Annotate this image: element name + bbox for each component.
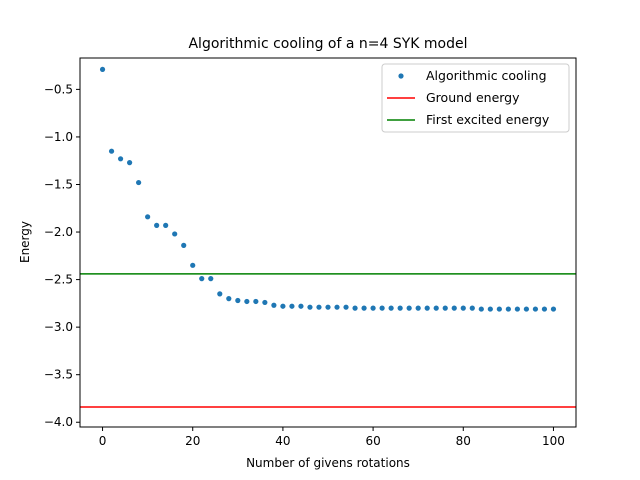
chart-title: Algorithmic cooling of a n=4 SYK model — [188, 36, 467, 52]
data-point — [442, 305, 448, 311]
data-point — [244, 298, 250, 305]
legend-label: Algorithmic cooling — [426, 68, 547, 83]
y-tick-label: −4.0 — [44, 415, 73, 429]
data-point — [361, 305, 367, 311]
y-tick-label: −2.5 — [44, 273, 73, 287]
data-point — [271, 302, 277, 308]
data-point — [136, 179, 142, 186]
x-axis-ticks: 0 20 40 60 80 100 — [99, 427, 565, 448]
data-point — [99, 66, 106, 73]
y-tick-label: −2.0 — [44, 225, 73, 239]
data-point — [172, 231, 178, 237]
data-point — [154, 222, 160, 228]
legend: Algorithmic cooling Ground energy First ex… — [381, 63, 570, 133]
x-axis-label: Number of givens rotations — [246, 456, 410, 470]
data-point — [145, 214, 151, 220]
x-tick-label: 60 — [365, 434, 380, 448]
y-tick-label: −0.5 — [44, 82, 73, 96]
legend-label: Ground energy — [426, 90, 520, 105]
data-point — [352, 305, 358, 311]
x-tick-label: 100 — [542, 434, 565, 448]
data-point — [163, 222, 169, 228]
data-point — [289, 303, 295, 309]
data-point — [424, 305, 430, 311]
data-point — [334, 304, 340, 310]
data-point — [298, 303, 304, 309]
data-point — [262, 299, 268, 306]
data-point — [379, 305, 385, 311]
data-point — [370, 305, 376, 311]
x-tick-label: 20 — [185, 434, 200, 448]
data-point — [316, 304, 322, 310]
data-point — [343, 304, 349, 310]
data-point — [415, 305, 421, 311]
data-point — [406, 305, 412, 311]
y-axis-ticks: −0.5 −1.0 −1.5 −2.0 −2.5 −3.0 −3.5 −4.0 — [44, 82, 80, 429]
data-point — [199, 276, 205, 282]
x-tick-label: 40 — [275, 434, 290, 448]
plot-area-frame — [79, 57, 577, 428]
x-tick-label: 0 — [99, 434, 107, 448]
data-point — [532, 306, 539, 312]
data-point — [208, 276, 214, 282]
data-point — [190, 262, 196, 268]
data-point — [127, 160, 133, 166]
data-point — [541, 306, 548, 312]
series-layer — [80, 66, 576, 408]
y-tick-label: −3.5 — [44, 368, 73, 382]
x-tick-label: 80 — [456, 434, 471, 448]
data-point — [108, 148, 115, 154]
data-point — [181, 242, 187, 248]
data-point — [433, 305, 439, 311]
data-point — [253, 298, 259, 305]
data-point — [514, 306, 520, 312]
data-point — [487, 306, 493, 312]
data-point — [496, 306, 502, 312]
data-point — [235, 297, 241, 304]
data-point — [550, 306, 557, 312]
data-point — [523, 306, 530, 312]
legend-marker-swatch — [398, 73, 404, 79]
data-point — [217, 291, 223, 297]
data-point — [117, 156, 124, 162]
data-point — [451, 305, 457, 311]
data-point — [307, 304, 313, 310]
legend-label: First excited energy — [426, 112, 550, 127]
data-point — [226, 296, 232, 302]
data-point — [325, 304, 331, 310]
data-point — [460, 305, 466, 311]
legend-frame — [381, 63, 570, 133]
data-point — [505, 306, 511, 312]
data-point — [388, 305, 394, 311]
data-point — [280, 303, 286, 309]
legend-entries: Algorithmic cooling Ground energy First ex… — [387, 68, 550, 127]
y-axis-label: Energy — [18, 221, 32, 263]
data-point — [478, 306, 484, 312]
data-point — [397, 305, 403, 311]
y-tick-label: −1.0 — [44, 130, 73, 144]
y-tick-label: −1.5 — [44, 177, 73, 191]
data-point — [469, 305, 475, 311]
y-tick-label: −3.0 — [44, 320, 73, 334]
